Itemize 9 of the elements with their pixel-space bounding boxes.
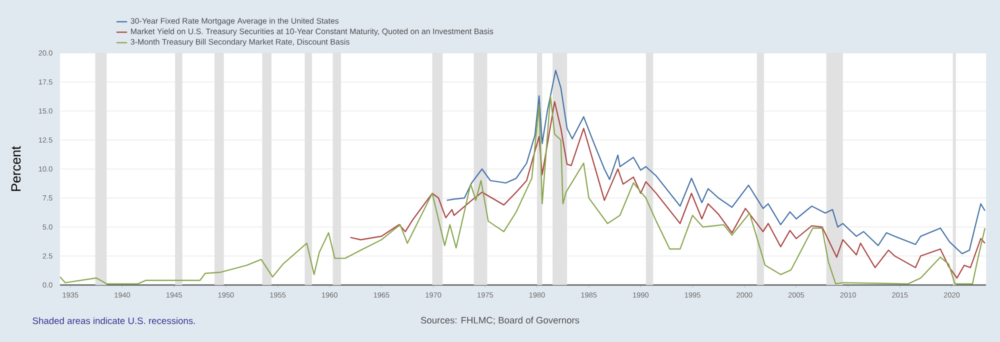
source-note: Sources: FHLMC; Board of Governors <box>420 316 580 325</box>
line-series <box>446 70 986 254</box>
legend-label: 3-Month Treasury Bill Secondary Market Rate, Discount Basis <box>130 38 350 46</box>
text: Shaded areas indicate U.S. recessions. <box>32 317 195 324</box>
line-series <box>350 101 986 279</box>
legend-label: 30-Year Fixed Rate Mortgage Average in the United States <box>130 18 339 26</box>
line-series <box>60 95 986 284</box>
y-axis-title: Percent <box>11 146 21 191</box>
legend-label: Market Yield on U.S. Treasury Securities at 10-Year Constant Maturity, Quoted on an Investment Basis <box>131 28 494 36</box>
